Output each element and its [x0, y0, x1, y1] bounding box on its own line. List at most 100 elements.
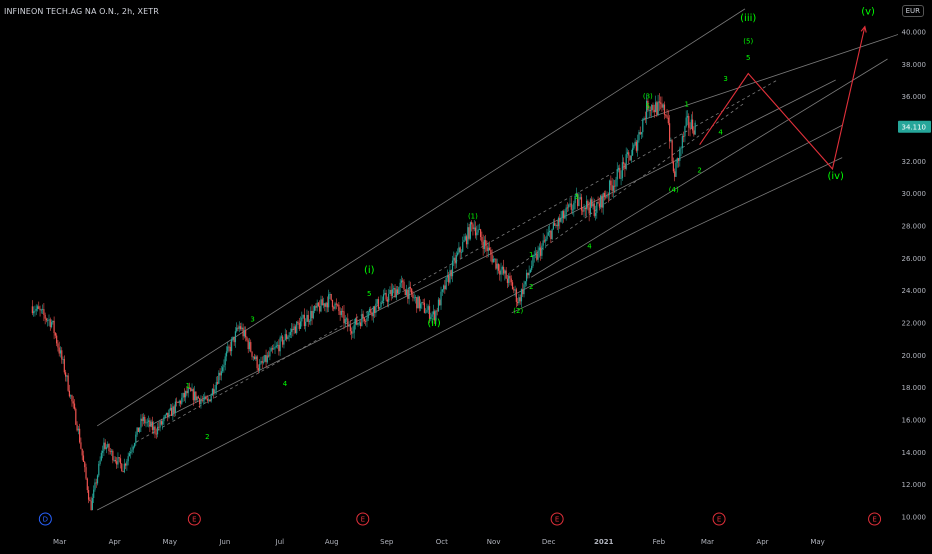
- candle-body: [311, 310, 313, 319]
- candle-body: [112, 450, 114, 461]
- candle-body: [529, 269, 532, 273]
- candle-body: [661, 103, 663, 108]
- event-marker-label: E: [192, 516, 196, 524]
- candle-body: [574, 195, 576, 204]
- candle-body: [331, 299, 334, 308]
- candle-body: [620, 178, 622, 179]
- candle-body: [693, 130, 695, 135]
- candle-body: [660, 102, 662, 104]
- candle-body: [685, 117, 687, 127]
- candle-body: [376, 299, 378, 304]
- candle-body: [128, 453, 131, 457]
- candle-body: [597, 202, 599, 204]
- candle-body: [546, 235, 548, 240]
- currency-badge[interactable]: EUR: [901, 5, 924, 17]
- candle-body: [187, 387, 189, 394]
- candle-body: [520, 289, 523, 302]
- candle-body: [522, 289, 524, 295]
- candle-body: [368, 309, 371, 313]
- candle-body: [149, 420, 151, 427]
- candle-body: [419, 303, 422, 309]
- candle-body: [58, 347, 60, 354]
- candle-body: [625, 154, 627, 169]
- candle-body: [110, 450, 113, 452]
- candle-body: [294, 326, 297, 334]
- candle-body: [234, 331, 237, 343]
- candle-body: [303, 314, 305, 327]
- candle-body: [316, 302, 318, 308]
- candle-body: [472, 224, 474, 230]
- x-tick-label: Mar: [53, 538, 66, 546]
- x-tick-label: Feb: [653, 538, 666, 546]
- candle-body: [359, 322, 362, 327]
- candle-body: [222, 367, 224, 372]
- event-marker-label: D: [43, 516, 48, 524]
- candle-body: [451, 260, 454, 277]
- candle-body: [584, 207, 586, 210]
- event-marker-label: E: [555, 516, 559, 524]
- candle-body: [458, 247, 460, 253]
- wave-label: (v): [861, 7, 875, 18]
- candle-body: [440, 291, 442, 306]
- candle-body: [582, 210, 584, 212]
- candle-body: [283, 340, 285, 345]
- candle-body: [377, 299, 380, 309]
- candle-body: [399, 282, 401, 288]
- candle-body: [215, 382, 217, 390]
- candle-body: [362, 314, 364, 319]
- candle-body: [385, 292, 387, 300]
- candle-body: [82, 455, 85, 462]
- candle-body: [629, 155, 631, 161]
- x-tick-label: Jun: [218, 538, 230, 546]
- candle-body: [334, 303, 336, 309]
- projection-arrowhead: [860, 25, 867, 33]
- candle-body: [505, 270, 507, 279]
- x-tick-label: Oct: [436, 538, 448, 546]
- candle-body: [301, 317, 303, 322]
- candle-body: [48, 319, 50, 321]
- candle-body: [397, 289, 399, 294]
- candle-body: [182, 392, 184, 398]
- candle-body: [296, 321, 298, 334]
- wave-label: 1: [684, 101, 688, 109]
- candle-body: [279, 337, 281, 352]
- candle-body: [356, 318, 358, 325]
- wave-label: 1: [529, 251, 533, 259]
- price-axis-bg: [898, 0, 932, 550]
- candle-body: [155, 433, 157, 435]
- y-tick-label: 28.000: [902, 223, 927, 231]
- candle-body: [395, 289, 397, 298]
- candle-body: [329, 293, 331, 295]
- candle-body: [527, 272, 529, 276]
- candle-body: [634, 141, 636, 145]
- wave-label: 5: [646, 102, 650, 110]
- candle-body: [197, 396, 199, 399]
- candle-body: [73, 403, 76, 409]
- candle-body: [338, 304, 340, 312]
- candle-body: [256, 356, 258, 369]
- candle-body: [388, 293, 390, 302]
- candle-body: [35, 308, 37, 311]
- candle-body: [210, 395, 212, 402]
- candle-body: [694, 122, 696, 135]
- candle-body: [108, 443, 110, 452]
- last-price-badge: [898, 120, 931, 133]
- candle-body: [555, 224, 557, 226]
- candle-body: [500, 269, 502, 275]
- candle-body: [611, 185, 613, 191]
- event-marker-label: E: [872, 516, 876, 524]
- candle-body: [260, 361, 262, 364]
- candle-body: [606, 194, 608, 198]
- candle-body: [185, 391, 187, 398]
- candle-body: [262, 361, 265, 363]
- y-tick-label: 26.000: [902, 255, 927, 263]
- candle-body: [339, 311, 341, 315]
- candle-body: [657, 101, 659, 115]
- candle-body: [391, 289, 394, 296]
- candle-body: [230, 339, 233, 352]
- candle-body: [176, 401, 178, 403]
- candle-body: [681, 136, 683, 148]
- candle-body: [59, 350, 62, 354]
